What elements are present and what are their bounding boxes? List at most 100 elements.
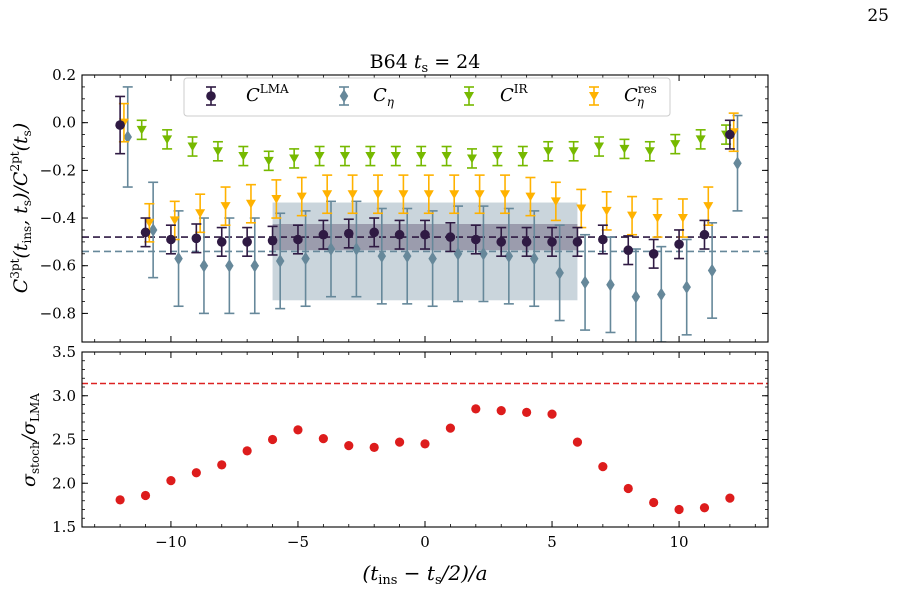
data-point: [115, 495, 125, 505]
data-point: [648, 248, 659, 259]
bottom-xlabel: (tins − ts/2)/a: [362, 561, 487, 588]
data-point: [195, 209, 206, 219]
x-tick-label: 10: [670, 533, 689, 551]
data-point: [289, 154, 300, 164]
data-point: [644, 147, 655, 157]
data-point: [492, 152, 503, 161]
data-point: [699, 229, 710, 240]
data-point: [199, 258, 209, 273]
legend-box: [183, 77, 671, 117]
data-point: [572, 437, 583, 447]
data-point: [318, 229, 329, 240]
data-point: [522, 407, 532, 417]
data-point: [449, 190, 460, 199]
data-point: [627, 211, 638, 221]
data-point: [568, 147, 579, 157]
data-point: [238, 152, 249, 161]
data-point: [682, 280, 691, 294]
y-tick-label: 1.5: [52, 518, 76, 536]
y-tick-label: −0.2: [40, 161, 76, 179]
data-point: [555, 266, 564, 280]
data-point: [547, 409, 557, 419]
top-ylabel: C3pt(tins, ts)/C2pt(ts): [8, 123, 34, 294]
data-point: [140, 227, 151, 238]
data-point: [217, 460, 227, 470]
data-point: [390, 152, 401, 161]
data-point: [623, 483, 633, 494]
data-point: [314, 152, 325, 161]
data-point: [467, 154, 478, 164]
data-point: [352, 242, 361, 256]
bottom-ticks: 1.5 2.0 2.5 3.0 3.5 −10 −5 0 5 10: [52, 343, 768, 551]
data-point: [576, 204, 587, 214]
data-point: [623, 245, 634, 256]
data-point: [445, 423, 456, 433]
data-point: [250, 258, 260, 273]
y-tick-label: 0.0: [52, 114, 76, 132]
data-point: [471, 404, 481, 414]
data-point: [677, 214, 688, 223]
y-tick-label: 3.5: [52, 343, 76, 361]
data-point: [725, 129, 735, 140]
data-point: [496, 237, 507, 247]
data-point: [670, 140, 681, 149]
data-point: [318, 434, 328, 444]
bottom-panel: 1.5 2.0 2.5 3.0 3.5 −10 −5 0 5 10 σstoch/σLMA (ti…: [18, 343, 769, 588]
data-point: [123, 130, 132, 144]
data-point: [420, 439, 430, 449]
data-point: [598, 462, 608, 472]
data-point: [242, 446, 252, 456]
data-point: [550, 197, 561, 207]
data-point: [212, 147, 223, 157]
series-group: [115, 404, 735, 515]
data-point: [191, 468, 201, 478]
data-point: [695, 135, 706, 145]
data-point: [216, 237, 227, 247]
data-point: [471, 234, 481, 245]
data-point: [420, 229, 430, 240]
data-point: [296, 192, 307, 202]
data-point: [589, 92, 599, 101]
data-point: [245, 199, 256, 209]
data-point: [377, 249, 387, 263]
legend-label-lma: CLMA: [246, 82, 289, 106]
x-tick-label: −10: [155, 533, 187, 551]
data-point: [594, 142, 605, 152]
data-point: [402, 249, 412, 263]
data-point: [242, 237, 252, 247]
y-tick-label: −0.4: [40, 209, 76, 227]
data-point: [162, 135, 173, 145]
data-point: [441, 152, 452, 161]
data-point: [267, 434, 278, 445]
data-point: [479, 247, 488, 261]
top-panel: −0.8 −0.6 −0.4 −0.2 0.0 0.2 C3pt(tins, ts)/C2…: [8, 66, 769, 343]
data-point: [464, 92, 474, 101]
data-point: [369, 442, 379, 452]
data-point: [220, 202, 231, 211]
data-point: [343, 228, 354, 239]
data-point: [301, 251, 310, 266]
data-point: [206, 91, 216, 101]
data-point: [115, 120, 125, 130]
data-point: [191, 233, 202, 244]
data-point: [619, 144, 630, 154]
x-tick-label: 0: [420, 533, 430, 551]
data-point: [474, 190, 485, 199]
series: [115, 95, 735, 269]
chart-title: B64 ts = 24: [370, 51, 481, 76]
data-point: [674, 504, 684, 515]
data-point: [674, 239, 684, 250]
y-tick-label: 0.2: [52, 66, 76, 84]
y-tick-label: 2.5: [52, 431, 76, 449]
data-point: [598, 234, 608, 245]
data-point: [601, 206, 612, 216]
legend-label-eta-res: Cres η: [624, 82, 657, 109]
data-point: [263, 156, 274, 166]
data-point: [225, 258, 234, 273]
data-point: [344, 441, 354, 451]
data-point: [322, 190, 333, 199]
data-point: [530, 251, 539, 266]
data-point: [504, 249, 514, 263]
y-tick-label: 2.0: [52, 474, 76, 492]
